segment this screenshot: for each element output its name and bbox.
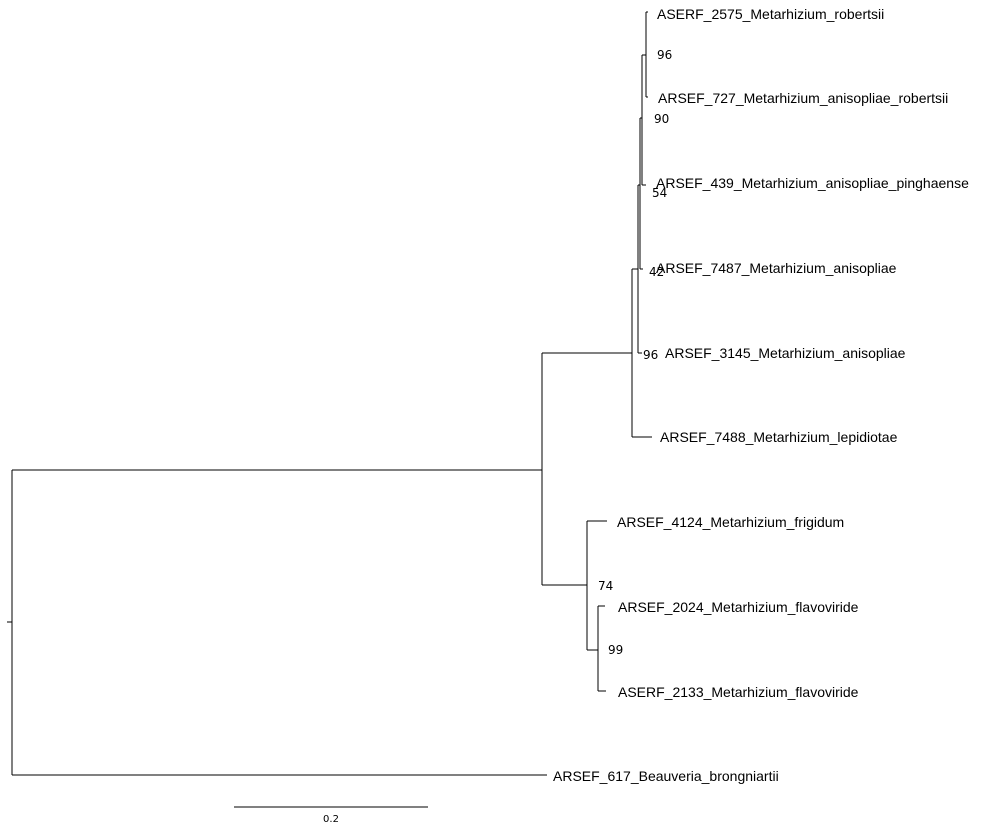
taxon-label-arsef-7488: ARSEF_7488_Metarhizium_lepidiotae [660,429,898,445]
support-value-node-d: 42 [649,265,664,279]
support-value-node-c: 54 [652,186,667,200]
support-value-node-a: 96 [657,48,672,62]
taxon-label-aserf-2133: ASERF_2133_Metarhizium_flavoviride [618,684,859,700]
scale-bar: 0.2 [234,806,428,825]
taxon-label-arsef-4124: ARSEF_4124_Metarhizium_frigidum [617,514,844,530]
taxon-label-arsef-3145: ARSEF_3145_Metarhizium_anisopliae [665,345,906,361]
tree-branches [7,11,652,776]
taxon-label-arsef-7487: ARSEF_7487_Metarhizium_anisopliae [656,260,897,276]
scale-bar-label: 0.2 [323,814,339,825]
taxon-label-arsef-617: ARSEF_617_Beauveria_brongniartii [553,768,779,784]
taxon-label-aserf-2575: ASERF_2575_Metarhizium_robertsii [657,6,884,22]
support-value-node-f: 74 [598,579,613,593]
support-value-node-g: 99 [608,643,623,657]
support-value-node-e: 96 [643,348,658,362]
taxon-label-arsef-2024: ARSEF_2024_Metarhizium_flavoviride [618,599,859,615]
taxon-label-arsef-727: ARSEF_727_Metarhizium_anisopliae_roberts… [658,90,948,106]
support-value-node-b: 90 [654,112,669,126]
tree-labels: ASERF_2575_Metarhizium_robertsii ARSEF_7… [553,6,969,784]
taxon-label-arsef-439: ARSEF_439_Metarhizium_anisopliae_pinghae… [656,175,969,191]
